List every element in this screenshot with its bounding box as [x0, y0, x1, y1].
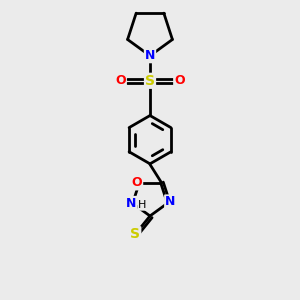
Text: S: S — [145, 74, 155, 88]
Text: O: O — [174, 74, 185, 87]
Text: O: O — [132, 176, 142, 189]
Text: N: N — [165, 195, 175, 208]
Text: O: O — [115, 74, 126, 87]
Text: H: H — [138, 200, 146, 210]
Text: N: N — [126, 197, 136, 210]
Text: S: S — [130, 227, 140, 241]
Text: N: N — [145, 49, 155, 62]
